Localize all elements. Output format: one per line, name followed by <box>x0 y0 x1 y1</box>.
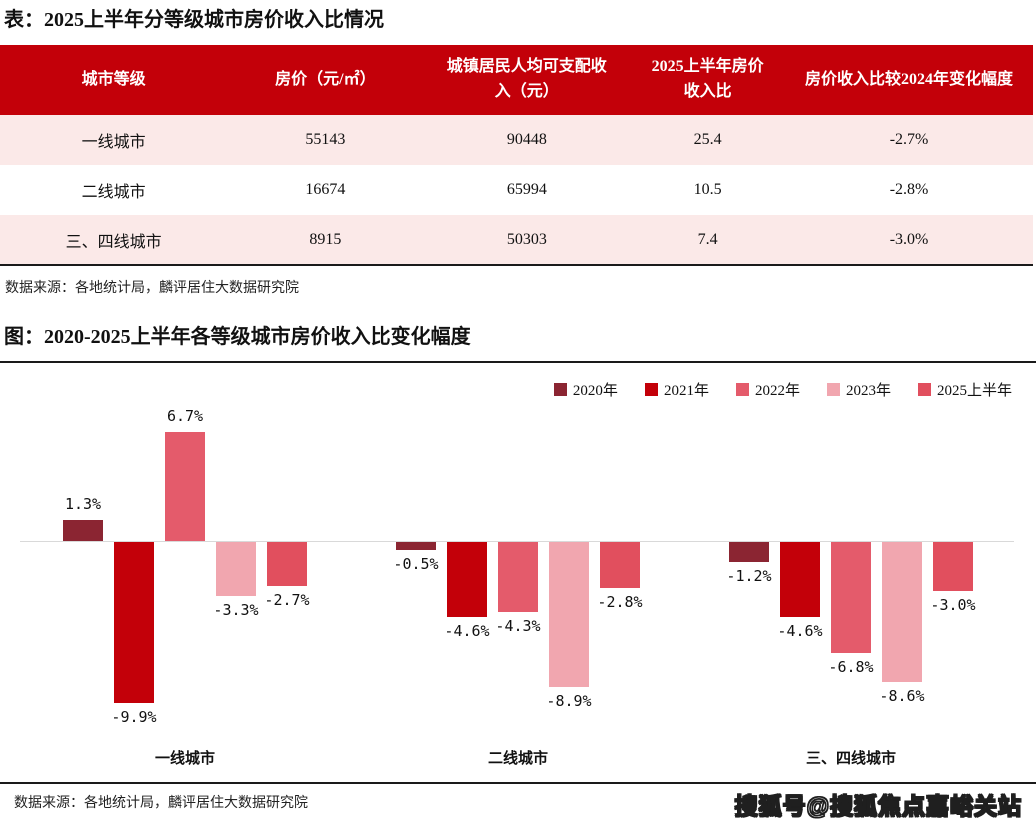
bar-value-label: -3.0% <box>930 595 976 614</box>
x-axis-label: 三、四线城市 <box>805 751 897 767</box>
table-row: 二线城市 16674 65994 10.5 -2.8% <box>0 165 1033 215</box>
column-header: 房价（元/㎡） <box>227 45 424 115</box>
table-cell-income: 65994 <box>506 181 547 198</box>
bar <box>600 542 640 588</box>
legend-label: 2020年 <box>572 383 618 399</box>
table-row: 三、四线城市 8915 50303 7.4 -3.0% <box>0 215 1033 265</box>
table-body: 一线城市 55143 90448 25.4 -2.7% 二线城市 16674 65994 10.… <box>0 115 1033 265</box>
bar-value-label: -9.9% <box>111 708 157 727</box>
bar <box>267 542 307 586</box>
legend-label: 2021年 <box>663 383 709 399</box>
legend-item: 2021年 <box>644 379 709 400</box>
legend-swatch-icon <box>917 383 931 396</box>
legend-item: 2023年 <box>826 379 891 400</box>
footer: 数据来源：各地统计局，麟评居住大数据研究院 搜狐号@搜狐焦点嘉峪关站 <box>0 784 1036 819</box>
legend-item: 2022年 <box>735 379 800 400</box>
table-cell-change: -3.0% <box>889 230 929 248</box>
legend-label: 2025上半年 <box>936 383 1012 399</box>
table-cell-income: 50303 <box>506 230 547 248</box>
bar <box>396 542 436 551</box>
column-header: 2025上半年房价收入比 <box>630 45 786 115</box>
bar-value-label: -4.6% <box>444 621 490 640</box>
table-source: 数据来源：各地统计局，麟评居住大数据研究院 <box>5 281 299 296</box>
bar-value-label: -2.8% <box>597 592 643 611</box>
bar-value-label: -0.5% <box>393 555 439 574</box>
bar <box>498 542 538 613</box>
bar-value-label: -2.7% <box>264 591 310 609</box>
bar <box>114 542 154 704</box>
legend-swatch-icon <box>553 383 567 396</box>
bar <box>447 542 487 617</box>
table-row: 一线城市 55143 90448 25.4 -2.7% <box>0 115 1033 165</box>
legend-label: 2023年 <box>845 383 891 399</box>
bar <box>933 542 973 591</box>
bar-chart: 2020年 2021年 2022年 2023年 2025上半年 1.3% -9.9% 6.7… <box>0 363 1036 782</box>
chart-bottom-divider <box>0 782 1036 784</box>
bar-value-label: 6.7% <box>166 406 204 425</box>
bar <box>882 542 922 683</box>
table-cell-tier: 二线城市 <box>81 184 146 201</box>
chart-legend: 2020年 2021年 2022年 2023年 2025上半年 <box>553 379 1012 400</box>
table-cell-change: -2.8% <box>889 181 929 198</box>
bar-value-label: 1.3% <box>64 494 102 513</box>
bar <box>216 542 256 596</box>
watermark: 搜狐号@搜狐焦点嘉峪关站 <box>734 792 1022 819</box>
legend-swatch-icon <box>644 383 658 396</box>
column-header: 城市等级 <box>0 45 228 115</box>
table-cell-ratio: 7.4 <box>697 230 718 248</box>
table-cell-ratio: 25.4 <box>693 131 722 148</box>
bar <box>729 542 769 562</box>
price-income-table: 城市等级 房价（元/㎡） 城镇居民人均可支配收入（元） 2025上半年房价收入比 房价收… <box>0 45 1033 266</box>
legend-swatch-icon <box>826 383 840 396</box>
bar <box>63 519 103 541</box>
bar-value-label: -6.8% <box>828 657 874 676</box>
table-cell-price: 16674 <box>305 181 346 198</box>
bar-value-label: -8.6% <box>879 687 925 706</box>
table-cell-change: -2.7% <box>889 131 929 148</box>
table-cell-tier: 一线城市 <box>81 134 146 151</box>
table-title: 表：2025上半年分等级城市房价收入比情况 <box>4 9 384 31</box>
chart-top-divider <box>0 361 1036 363</box>
chart-source: 数据来源：各地统计局，麟评居住大数据研究院 <box>14 795 308 811</box>
bar-value-label: -3.3% <box>213 600 259 619</box>
column-header: 房价收入比较2024年变化幅度 <box>785 45 1033 115</box>
bar-value-label: -4.3% <box>495 617 541 636</box>
bar <box>549 542 589 688</box>
bar-value-label: -4.6% <box>777 621 823 640</box>
legend-label: 2022年 <box>754 383 800 399</box>
table-cell-income: 90448 <box>506 131 547 148</box>
bar <box>831 542 871 653</box>
chart-title: 图：2020-2025上半年各等级城市房价收入比变化幅度 <box>4 326 471 348</box>
bar <box>165 431 205 541</box>
table-cell-tier: 三、四线城市 <box>65 233 162 251</box>
legend-item: 2025上半年 <box>917 379 1012 400</box>
zero-axis-line <box>20 541 1014 542</box>
table-cell-ratio: 10.5 <box>693 181 722 198</box>
table-cell-price: 8915 <box>309 230 342 248</box>
legend-swatch-icon <box>735 383 749 396</box>
table-header-row: 城市等级 房价（元/㎡） 城镇居民人均可支配收入（元） 2025上半年房价收入比 房价收… <box>0 45 1033 115</box>
table-cell-price: 55143 <box>305 131 346 148</box>
x-axis-label: 二线城市 <box>487 751 549 767</box>
column-header: 城镇居民人均可支配收入（元） <box>423 45 631 115</box>
x-axis-label: 一线城市 <box>154 751 216 767</box>
table-header: 城市等级 房价（元/㎡） 城镇居民人均可支配收入（元） 2025上半年房价收入比 房价收… <box>0 45 1033 115</box>
bar-value-label: -1.2% <box>726 566 772 585</box>
legend-item: 2020年 <box>553 379 618 400</box>
bar <box>780 542 820 617</box>
bar-value-label: -8.9% <box>546 692 592 711</box>
